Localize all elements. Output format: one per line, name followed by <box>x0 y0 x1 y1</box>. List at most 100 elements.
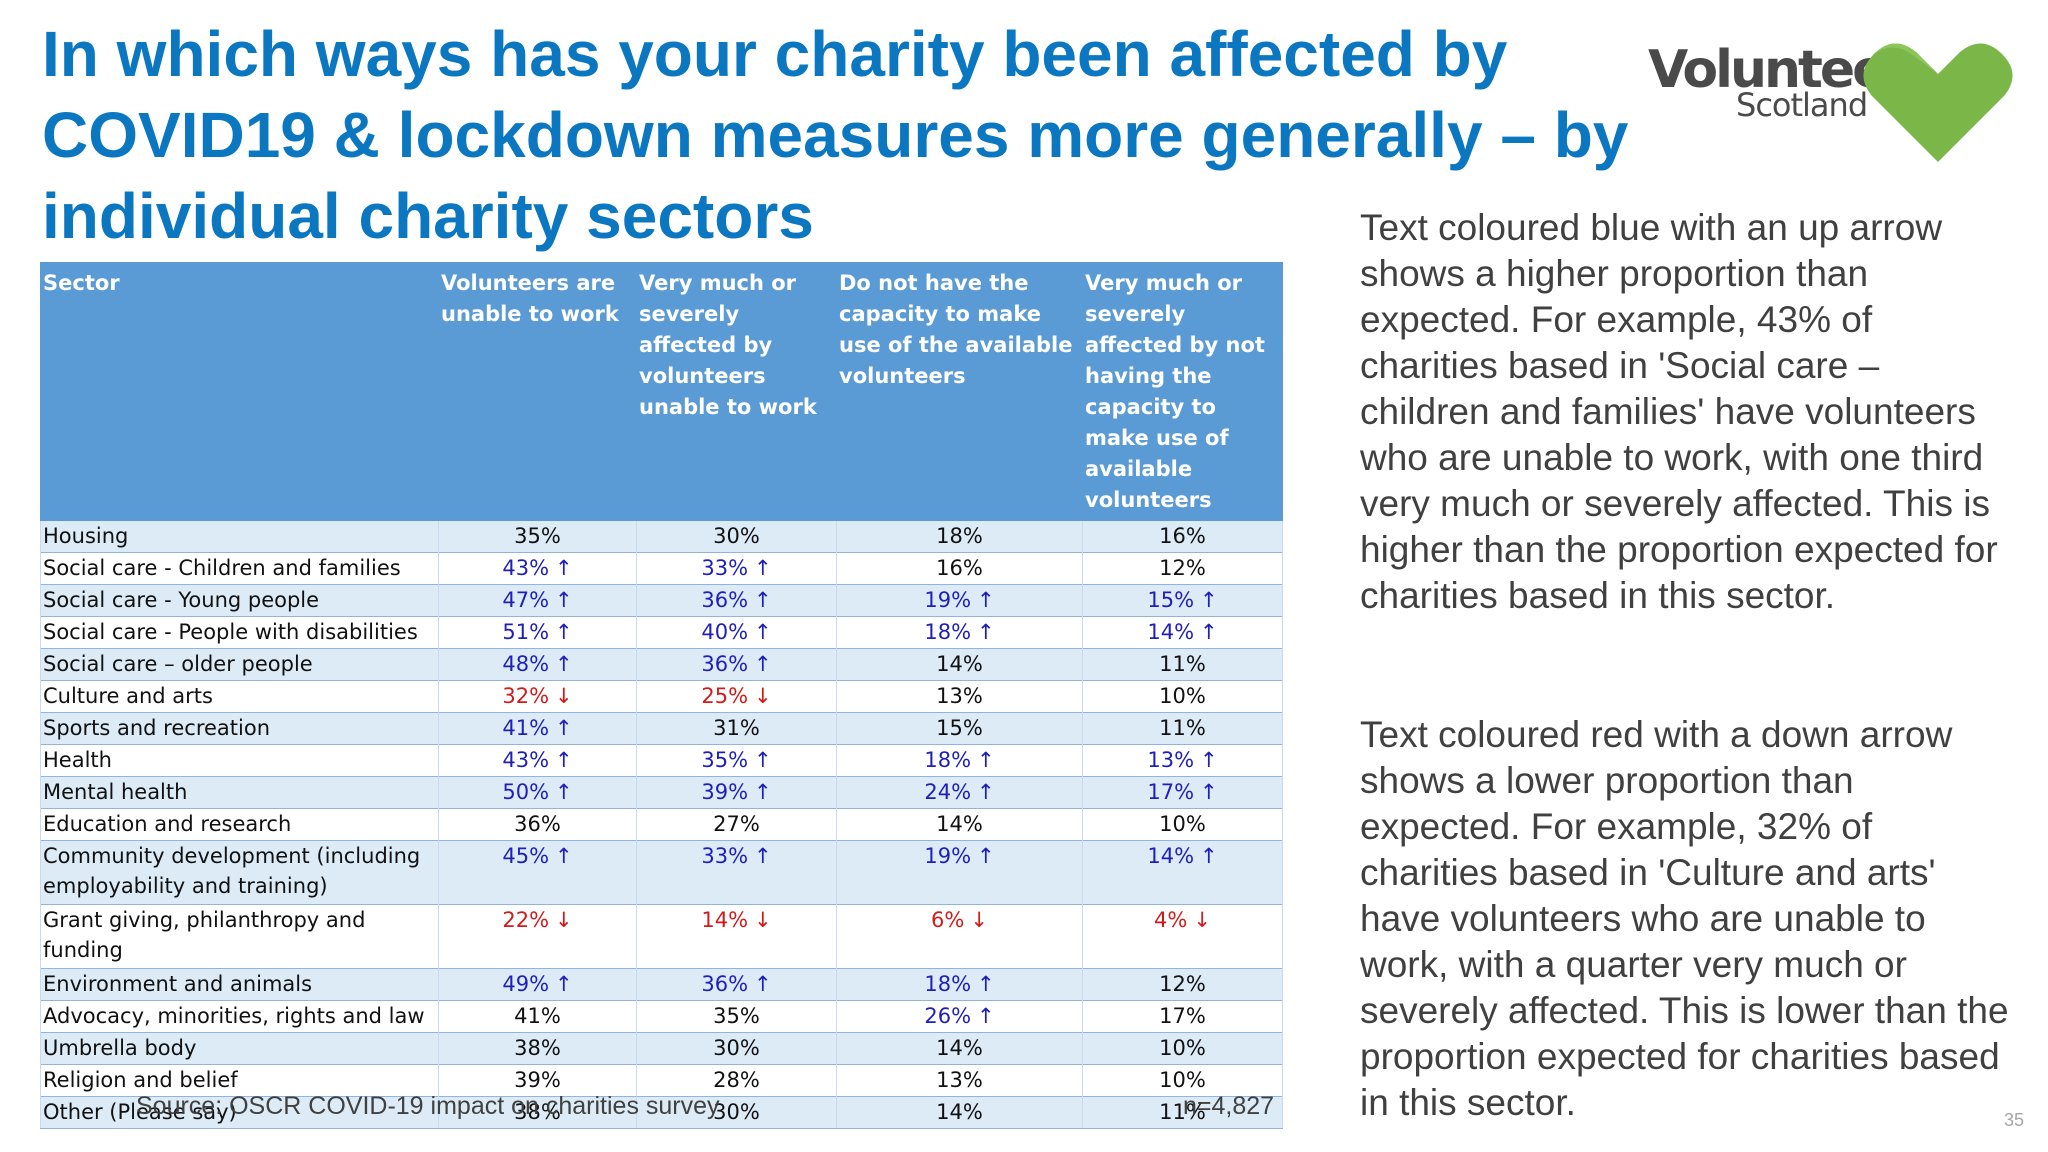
column-header: Very much or severely affected by not ha… <box>1082 262 1283 521</box>
table-row: Social care – older people 48% ↑ 36% ↑ 14% 11% <box>40 648 1283 681</box>
cell-value: 31% <box>713 716 760 740</box>
sector-name: Advocacy, minorities, rights and law <box>40 1000 439 1033</box>
sector-name: Social care – older people <box>40 648 439 681</box>
cell-value: 38% <box>514 1100 561 1124</box>
heart-icon <box>1863 43 2013 162</box>
cell-value: 18% <box>924 748 972 772</box>
value-cell: 19% ↑ <box>836 840 1083 905</box>
table-header-row: Sector Volunteers are unable to work Very … <box>40 262 1283 521</box>
value-cell: 14% <box>836 808 1083 841</box>
sector-name: Religion and belief <box>40 1064 439 1097</box>
up-arrow-icon: ↑ <box>1200 620 1218 644</box>
cell-value: 28% <box>713 1068 760 1092</box>
cell-value: 25% <box>701 684 749 708</box>
table-row: Education and research 36% 27% 14% 10% <box>40 808 1283 841</box>
cell-value: 36% <box>701 972 749 996</box>
sector-name: Housing <box>40 520 439 553</box>
column-header: Do not have the capacity to make use of … <box>836 262 1083 521</box>
down-arrow-icon: ↓ <box>555 684 573 708</box>
cell-value: 13% <box>1147 748 1195 772</box>
cell-value: 11% <box>1159 1100 1206 1124</box>
value-cell: 33% ↑ <box>636 840 837 905</box>
table-row: Umbrella body 38% 30% 14% 10% <box>40 1032 1283 1065</box>
value-cell: 40% ↑ <box>636 616 837 649</box>
sector-name: Social care - Children and families <box>40 552 439 585</box>
up-arrow-icon: ↑ <box>977 748 995 772</box>
table-row: Religion and belief 39% 28% 13% 10% <box>40 1064 1283 1097</box>
value-cell: 41% <box>438 1000 637 1033</box>
table-row: Sports and recreation 41% ↑ 31% 15% 11% <box>40 712 1283 745</box>
cell-value: 13% <box>936 1068 983 1092</box>
table-row: Environment and animals 49% ↑ 36% ↑ 18% ↑ 12% <box>40 968 1283 1001</box>
value-cell: 50% ↑ <box>438 776 637 809</box>
column-header: Very much or severely affected by volunt… <box>636 262 837 521</box>
up-arrow-icon: ↑ <box>1200 588 1218 612</box>
cell-value: 11% <box>1159 652 1206 676</box>
cell-value: 14% <box>936 652 983 676</box>
table-row: Advocacy, minorities, rights and law 41% 3… <box>40 1000 1283 1033</box>
source-note: Source: OSCR COVID-19 impact on charitie… <box>136 1092 720 1120</box>
cell-value: 36% <box>701 588 749 612</box>
value-cell: 36% ↑ <box>636 584 837 617</box>
value-cell: 10% <box>1082 808 1283 841</box>
up-arrow-icon: ↑ <box>555 556 573 580</box>
up-arrow-icon: ↑ <box>555 716 573 740</box>
value-cell: 18% ↑ <box>836 968 1083 1001</box>
value-cell: 14% ↓ <box>636 904 837 969</box>
volunteer-scotland-logo: Volunteer Scotland <box>1640 32 2020 162</box>
up-arrow-icon: ↑ <box>754 556 772 580</box>
value-cell: 33% ↑ <box>636 552 837 585</box>
table-row: Other (Please say) 38% 30% 14% 11% <box>40 1096 1283 1129</box>
cell-value: 14% <box>1147 844 1195 868</box>
cell-value: 16% <box>1159 524 1206 548</box>
cell-value: 10% <box>1159 812 1206 836</box>
cell-value: 48% <box>502 652 550 676</box>
cell-value: 32% <box>502 684 550 708</box>
up-arrow-icon: ↑ <box>555 780 573 804</box>
value-cell: 14% <box>836 648 1083 681</box>
value-cell: 36% ↑ <box>636 968 837 1001</box>
value-cell: 25% ↓ <box>636 680 837 713</box>
cell-value: 38% <box>514 1036 561 1060</box>
value-cell: 19% ↑ <box>836 584 1083 617</box>
value-cell: 14% ↑ <box>1082 616 1283 649</box>
table-row: Community development (including employa… <box>40 840 1283 905</box>
up-arrow-icon: ↑ <box>555 748 573 772</box>
cell-value: 36% <box>701 652 749 676</box>
sector-name: Sports and recreation <box>40 712 439 745</box>
table-row: Culture and arts 32% ↓ 25% ↓ 13% 10% <box>40 680 1283 713</box>
value-cell: 14% ↑ <box>1082 840 1283 905</box>
sector-impact-table: Sector Volunteers are unable to work Very … <box>40 262 1283 1129</box>
cell-value: 49% <box>502 972 550 996</box>
value-cell: 26% ↑ <box>836 1000 1083 1033</box>
cell-value: 43% <box>502 748 550 772</box>
cell-value: 26% <box>924 1004 972 1028</box>
value-cell: 30% <box>636 1096 837 1129</box>
sector-name: Community development (including employa… <box>40 840 439 905</box>
value-cell: 13% <box>836 1064 1083 1097</box>
cell-value: 13% <box>936 684 983 708</box>
value-cell: 30% <box>636 520 837 553</box>
logo-subword: Scotland <box>1736 86 1868 124</box>
page-number: 35 <box>2004 1110 2025 1130</box>
value-cell: 10% <box>1082 1064 1283 1097</box>
down-arrow-icon: ↓ <box>970 908 988 932</box>
value-cell: 43% ↑ <box>438 744 637 777</box>
value-cell: 18% ↑ <box>836 744 1083 777</box>
value-cell: 14% <box>836 1096 1083 1129</box>
sector-name: Culture and arts <box>40 680 439 713</box>
up-arrow-icon: ↑ <box>555 588 573 612</box>
sector-name: Environment and animals <box>40 968 439 1001</box>
down-arrow-icon: ↓ <box>1193 908 1211 932</box>
up-arrow-icon: ↑ <box>754 620 772 644</box>
value-cell: 41% ↑ <box>438 712 637 745</box>
value-cell: 35% ↑ <box>636 744 837 777</box>
cell-value: 27% <box>713 812 760 836</box>
cell-value: 14% <box>701 908 749 932</box>
cell-value: 11% <box>1159 716 1206 740</box>
value-cell: 22% ↓ <box>438 904 637 969</box>
legend-note-lower: Text coloured red with a down arrow show… <box>1360 714 2009 1123</box>
value-cell: 16% <box>1082 520 1283 553</box>
table-row: Social care - People with disabilities 51… <box>40 616 1283 649</box>
value-cell: 17% ↑ <box>1082 776 1283 809</box>
